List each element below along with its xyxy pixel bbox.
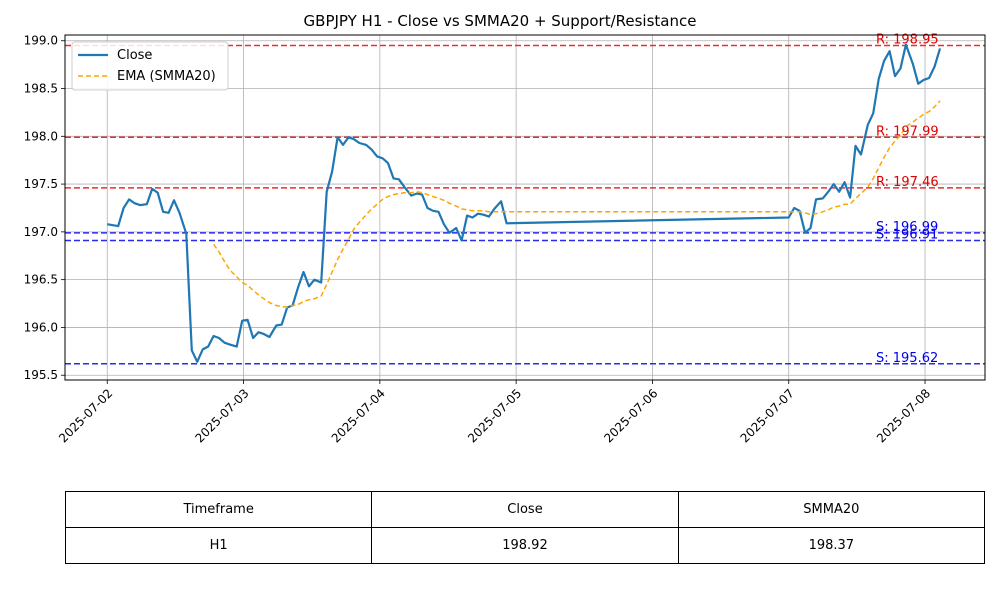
support-label: S: 196.91 [876, 227, 938, 242]
legend: Close EMA (SMMA20) [71, 41, 229, 91]
axis-ticks: 195.5 196.0 196.5 197.0 197.5 198.0 198.5 199.0… [24, 34, 934, 446]
series-lines [107, 43, 942, 363]
smma20-series-line [212, 100, 941, 309]
y-tick-label: 197.5 [24, 177, 58, 191]
table-cell: 198.37 [677, 527, 986, 564]
x-tick-label: 2025-07-05 [465, 386, 524, 445]
support-label: S: 196.99 [876, 220, 938, 235]
legend-label: EMA (SMMA20) [117, 69, 216, 84]
x-tick-label: 2025-07-04 [329, 386, 388, 445]
table-header-cell: Timeframe [64, 491, 373, 528]
y-tick-label: 198.5 [24, 82, 58, 96]
x-tick-label: 2025-07-06 [601, 386, 660, 445]
y-tick-label: 196.0 [24, 320, 58, 334]
legend-label: Close [117, 48, 152, 63]
x-tick-label: 2025-07-08 [874, 386, 933, 445]
table-header-cell: SMMA20 [677, 491, 986, 528]
plot-frame [64, 34, 986, 381]
table-cell: H1 [64, 527, 373, 564]
level-labels: R: 198.95R: 197.99R: 197.46S: 196.99S: 1… [876, 33, 939, 366]
summary-table: Timeframe Close SMMA20 H1 198.92 198.37 [64, 491, 986, 564]
resistance-label: R: 198.95 [876, 33, 939, 48]
grid-lines [65, 35, 985, 380]
y-tick-label: 196.5 [24, 273, 58, 287]
support-label: S: 195.62 [876, 351, 938, 366]
y-tick-label: 198.0 [24, 129, 58, 143]
chart-title: GBPJPY H1 - Close vs SMMA20 + Support/Re… [303, 12, 697, 30]
y-tick-label: 199.0 [24, 34, 58, 48]
table-header-cell: Close [371, 491, 679, 528]
legend-box [71, 41, 229, 91]
resistance-label: R: 197.46 [876, 175, 939, 190]
resistance-label: R: 197.99 [876, 124, 939, 139]
x-tick-label: 2025-07-07 [738, 386, 797, 445]
x-tick-label: 2025-07-02 [56, 386, 115, 445]
x-tick-label: 2025-07-03 [192, 386, 251, 445]
y-tick-label: 195.5 [24, 368, 58, 382]
close-series-line [107, 43, 942, 363]
table-row: H1 198.92 198.37 [64, 527, 986, 564]
table-cell: 198.92 [371, 527, 679, 564]
price-chart: R: 198.95R: 197.99R: 197.46S: 196.99S: 1… [24, 33, 986, 446]
table-header-row: Timeframe Close SMMA20 [64, 491, 986, 528]
y-tick-label: 197.0 [24, 225, 58, 239]
